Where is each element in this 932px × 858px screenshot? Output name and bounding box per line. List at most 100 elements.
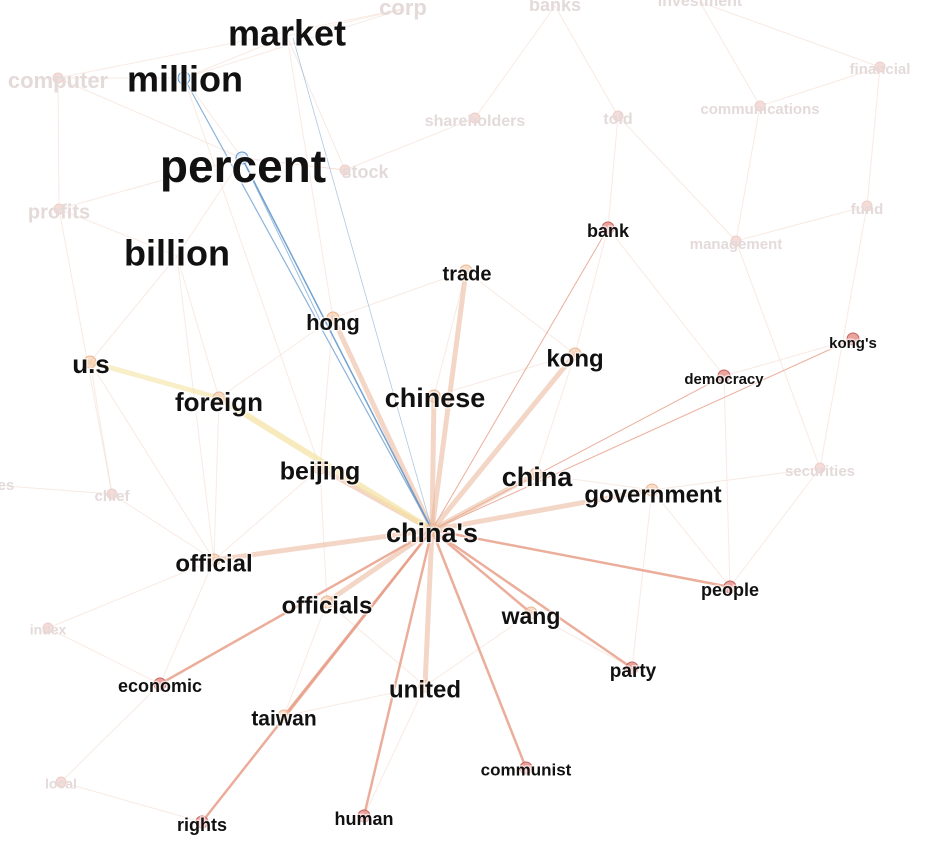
edge-chinas-foreign <box>216 395 435 533</box>
node-label-beijing: beijing <box>280 458 361 486</box>
background-edge <box>651 489 731 588</box>
background-edge <box>607 227 725 377</box>
background-edge <box>176 255 220 399</box>
background-edge <box>319 317 334 469</box>
background-edge <box>344 117 476 171</box>
background-edge <box>60 683 161 783</box>
background-edge <box>433 270 467 397</box>
node-label-government: government <box>584 481 721 508</box>
faded-node-dot <box>814 462 826 474</box>
background-edge <box>283 685 426 717</box>
node-label-united: united <box>389 676 461 703</box>
background-edge <box>535 473 653 491</box>
node-dot-chinas <box>425 523 439 537</box>
faded-node-dot <box>339 164 351 176</box>
background-edge <box>332 270 467 319</box>
background-edge <box>433 353 576 397</box>
faded-node-label-investment: investment <box>658 0 743 10</box>
background-edge <box>651 467 821 491</box>
node-label-officials: officials <box>282 592 373 619</box>
node-label-china: china <box>502 462 574 492</box>
node-label-foreign: foreign <box>175 387 263 417</box>
background-edge <box>58 208 113 495</box>
edge-percent-hong <box>241 157 321 321</box>
edge-chinas-people <box>430 528 732 589</box>
background-edge <box>735 240 821 469</box>
node-label-billion: billion <box>124 233 230 274</box>
node-dot-party <box>625 661 639 675</box>
background-edge <box>57 77 243 159</box>
node-label-trade: trade <box>443 263 492 285</box>
background-edge <box>723 338 854 377</box>
node-labels: computer corp banks investment financial comm… <box>0 0 911 836</box>
node-label-taiwan: taiwan <box>251 708 316 731</box>
edge-chinas-communist <box>430 528 528 770</box>
edge-foreign-us <box>87 359 222 401</box>
background-edge <box>363 685 426 817</box>
node-label-people: people <box>701 580 759 600</box>
node-dot-chinese <box>427 389 441 403</box>
faded-node-label-management: management <box>690 236 783 253</box>
background-edge <box>218 317 334 399</box>
node-dot-bank <box>601 221 615 235</box>
node-dot-human <box>357 809 371 823</box>
faded-node-dot <box>754 100 766 112</box>
background-edges <box>5 1 881 823</box>
background-edge <box>58 208 178 257</box>
background-edge <box>286 35 334 319</box>
background-edge <box>183 8 404 79</box>
background-edge <box>617 115 737 242</box>
faded-node-label-index: index <box>30 622 67 638</box>
background-edge <box>213 467 321 561</box>
focus-edges <box>87 37 854 824</box>
background-edge <box>183 77 321 469</box>
background-edge <box>735 205 868 242</box>
background-edge <box>57 77 60 210</box>
faded-node-label-computer: computer <box>8 68 109 93</box>
node-dot-wang <box>524 606 538 620</box>
faded-node-dot <box>730 235 742 247</box>
background-edge <box>213 397 220 561</box>
faded-node-dot <box>874 61 886 73</box>
background-edge <box>58 157 243 210</box>
node-dot-official <box>207 553 221 567</box>
background-edge <box>241 157 346 171</box>
background-edge <box>111 493 215 561</box>
node-dot-taiwan <box>277 709 291 723</box>
faded-node-dot <box>55 776 67 788</box>
faded-node-dot <box>469 112 481 124</box>
node-label-party: party <box>610 661 657 682</box>
faded-node-label-financial: financial <box>850 61 911 78</box>
background-edge <box>699 1 761 107</box>
edge-chinas-million <box>183 77 433 531</box>
node-label-us: u.s <box>72 349 110 379</box>
edge-chinas-wang <box>430 528 533 615</box>
faded-node-label-local: local <box>45 776 77 792</box>
node-label-hong: hong <box>306 310 360 335</box>
background-edge <box>723 375 731 588</box>
faded-node-dot <box>861 200 873 212</box>
node-label-chinas: china's <box>386 518 478 548</box>
edge-chinas-bank <box>431 227 609 531</box>
background-edge <box>286 35 346 171</box>
node-dot-rights <box>195 815 209 829</box>
background-edge <box>47 559 215 629</box>
faded-node-dot <box>52 72 64 84</box>
background-edge <box>319 467 328 603</box>
node-label-economic: economic <box>118 676 202 696</box>
faded-node-label-shareholders: shareholders <box>425 113 526 130</box>
faded-node-label-stock: stock <box>341 162 389 182</box>
edge-chinas-trade <box>429 268 469 533</box>
node-label-official: official <box>175 550 252 577</box>
node-label-kong: kong <box>546 345 603 372</box>
background-edge <box>89 361 215 561</box>
node-label-bank: bank <box>587 221 630 241</box>
background-edge <box>286 8 404 37</box>
background-edge <box>574 227 609 355</box>
faded-node-label-told: told <box>603 111 632 128</box>
background-edge <box>57 8 404 79</box>
edge-chinas-economic <box>158 528 434 686</box>
background-edge <box>176 157 243 257</box>
edge-chinas-kong <box>429 351 578 533</box>
background-edge <box>326 601 426 687</box>
